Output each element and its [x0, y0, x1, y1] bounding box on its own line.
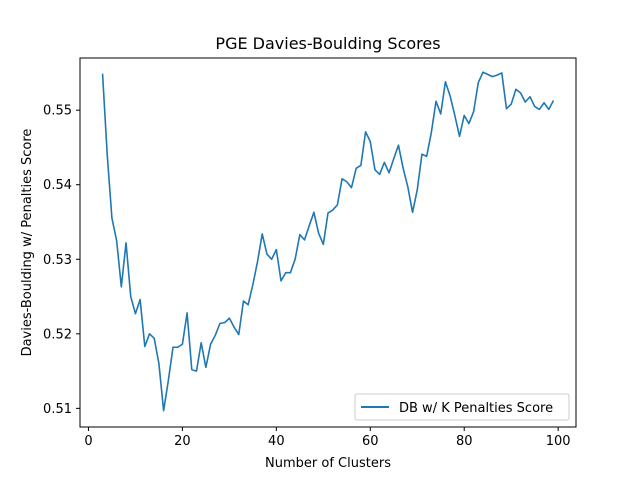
x-tick-label: 0 [84, 434, 92, 449]
y-axis: 0.51 0.52 0.53 0.54 0.55 [43, 104, 80, 417]
legend-box [354, 393, 570, 421]
x-tick-label: 40 [268, 434, 285, 449]
x-tick-label: 100 [546, 434, 571, 449]
y-tick-label: 0.52 [43, 327, 72, 342]
y-tick-label: 0.55 [43, 104, 72, 119]
x-axis-title: Number of Clusters [265, 456, 391, 471]
plot-frame [79, 57, 577, 428]
y-axis-title: Davies-Boulding w/ Penalties Score [20, 129, 35, 357]
x-tick-label: 60 [362, 434, 379, 449]
chart-title: PGE Davies-Boulding Scores [215, 34, 440, 53]
y-tick-label: 0.51 [43, 402, 72, 417]
legend-label: DB w/ K Penalties Score [399, 401, 553, 416]
legend: DB w/ K Penalties Score [354, 393, 570, 421]
y-tick-label: 0.54 [43, 178, 72, 193]
plot-area: 0 20 40 60 80 100 0.51 0.52 0.53 0.54 0.55 [43, 57, 577, 449]
y-tick-label: 0.53 [43, 253, 72, 268]
series-layer [101, 71, 555, 412]
x-tick-label: 20 [174, 434, 191, 449]
series-line [101, 71, 555, 412]
x-tick-label: 80 [456, 434, 473, 449]
x-axis: 0 20 40 60 80 100 [84, 427, 571, 449]
